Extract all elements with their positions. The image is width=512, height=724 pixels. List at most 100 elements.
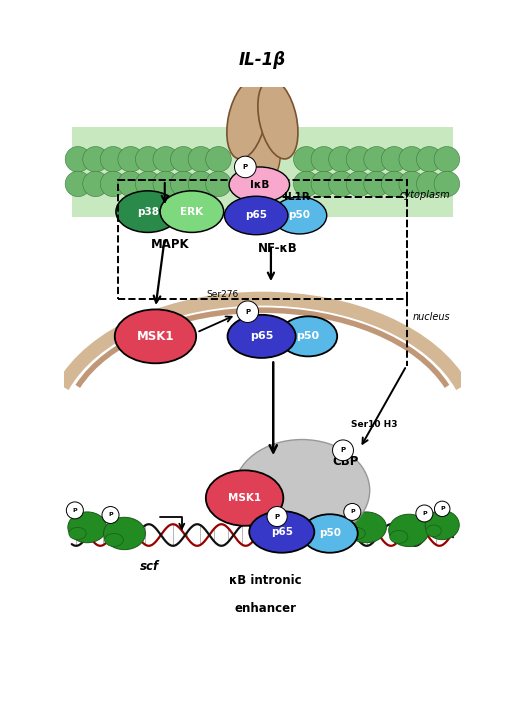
- Circle shape: [65, 171, 91, 197]
- Text: enhancer: enhancer: [234, 602, 296, 615]
- Circle shape: [346, 146, 372, 172]
- Circle shape: [329, 146, 354, 172]
- Ellipse shape: [160, 191, 224, 232]
- Circle shape: [434, 171, 460, 197]
- Circle shape: [399, 146, 424, 172]
- FancyBboxPatch shape: [72, 127, 453, 216]
- Ellipse shape: [272, 197, 327, 234]
- Circle shape: [170, 171, 196, 197]
- Circle shape: [329, 171, 354, 197]
- Circle shape: [381, 171, 407, 197]
- Circle shape: [311, 171, 337, 197]
- Ellipse shape: [249, 511, 314, 552]
- Ellipse shape: [224, 196, 288, 235]
- Circle shape: [293, 171, 319, 197]
- Ellipse shape: [390, 531, 408, 543]
- Text: ERK: ERK: [180, 206, 203, 216]
- Circle shape: [434, 146, 460, 172]
- Circle shape: [83, 171, 109, 197]
- Text: P: P: [108, 513, 113, 518]
- Text: P: P: [243, 164, 248, 170]
- Ellipse shape: [116, 191, 180, 232]
- Text: MSK1: MSK1: [137, 330, 174, 343]
- Circle shape: [267, 507, 287, 526]
- Circle shape: [416, 505, 433, 522]
- Ellipse shape: [103, 518, 145, 550]
- Ellipse shape: [69, 527, 87, 539]
- Ellipse shape: [245, 135, 262, 175]
- Text: nucleus: nucleus: [412, 312, 450, 322]
- Text: IL1R: IL1R: [284, 192, 310, 201]
- Circle shape: [234, 156, 256, 177]
- Ellipse shape: [425, 510, 459, 539]
- Ellipse shape: [389, 514, 429, 547]
- Text: p65: p65: [250, 332, 273, 341]
- Text: P: P: [274, 513, 280, 520]
- Ellipse shape: [229, 167, 289, 203]
- Ellipse shape: [279, 316, 337, 356]
- Circle shape: [188, 146, 214, 172]
- Ellipse shape: [254, 133, 270, 170]
- Text: p50: p50: [319, 529, 341, 539]
- Circle shape: [399, 171, 424, 197]
- Circle shape: [118, 146, 143, 172]
- Circle shape: [416, 171, 442, 197]
- Circle shape: [237, 301, 259, 322]
- Text: NF-κB: NF-κB: [258, 243, 298, 256]
- Circle shape: [118, 171, 143, 197]
- Text: P: P: [340, 447, 346, 453]
- Circle shape: [65, 146, 91, 172]
- Circle shape: [311, 146, 337, 172]
- Circle shape: [153, 171, 179, 197]
- Circle shape: [136, 171, 161, 197]
- Text: MAPK: MAPK: [151, 237, 189, 251]
- Circle shape: [100, 171, 126, 197]
- Text: P: P: [245, 308, 250, 315]
- Ellipse shape: [263, 135, 280, 175]
- Text: scf: scf: [140, 560, 159, 573]
- Circle shape: [67, 502, 83, 519]
- Circle shape: [364, 171, 389, 197]
- Ellipse shape: [206, 471, 283, 526]
- Text: MSK1: MSK1: [228, 493, 261, 503]
- Text: Ser10 H3: Ser10 H3: [351, 420, 397, 429]
- Circle shape: [344, 503, 361, 521]
- Ellipse shape: [227, 80, 267, 159]
- Ellipse shape: [426, 525, 441, 536]
- Circle shape: [381, 146, 407, 172]
- Text: P: P: [73, 508, 77, 513]
- Circle shape: [332, 440, 353, 460]
- Text: CBP: CBP: [332, 455, 358, 468]
- Text: P: P: [350, 510, 355, 515]
- Text: cytoplasm: cytoplasm: [399, 190, 450, 200]
- Circle shape: [206, 171, 231, 197]
- Ellipse shape: [227, 315, 296, 358]
- Circle shape: [346, 171, 372, 197]
- Text: P: P: [440, 506, 444, 511]
- Ellipse shape: [104, 534, 123, 547]
- Circle shape: [416, 146, 442, 172]
- Circle shape: [102, 507, 119, 523]
- Ellipse shape: [347, 527, 365, 539]
- Text: Ser276: Ser276: [207, 290, 239, 300]
- Ellipse shape: [302, 514, 358, 552]
- Text: P: P: [422, 511, 426, 516]
- Ellipse shape: [258, 80, 298, 159]
- Ellipse shape: [68, 512, 106, 543]
- Ellipse shape: [346, 512, 387, 543]
- Circle shape: [293, 146, 319, 172]
- Text: IκB: IκB: [250, 180, 269, 190]
- Text: p38: p38: [137, 206, 159, 216]
- Text: p50: p50: [296, 332, 319, 341]
- Circle shape: [435, 501, 450, 516]
- Text: p50: p50: [289, 211, 311, 221]
- Circle shape: [206, 146, 231, 172]
- Circle shape: [170, 146, 196, 172]
- Ellipse shape: [115, 309, 196, 363]
- Circle shape: [136, 146, 161, 172]
- Circle shape: [100, 146, 126, 172]
- Ellipse shape: [234, 439, 370, 541]
- Circle shape: [364, 146, 389, 172]
- Text: p65: p65: [245, 211, 267, 221]
- Text: p65: p65: [271, 527, 293, 537]
